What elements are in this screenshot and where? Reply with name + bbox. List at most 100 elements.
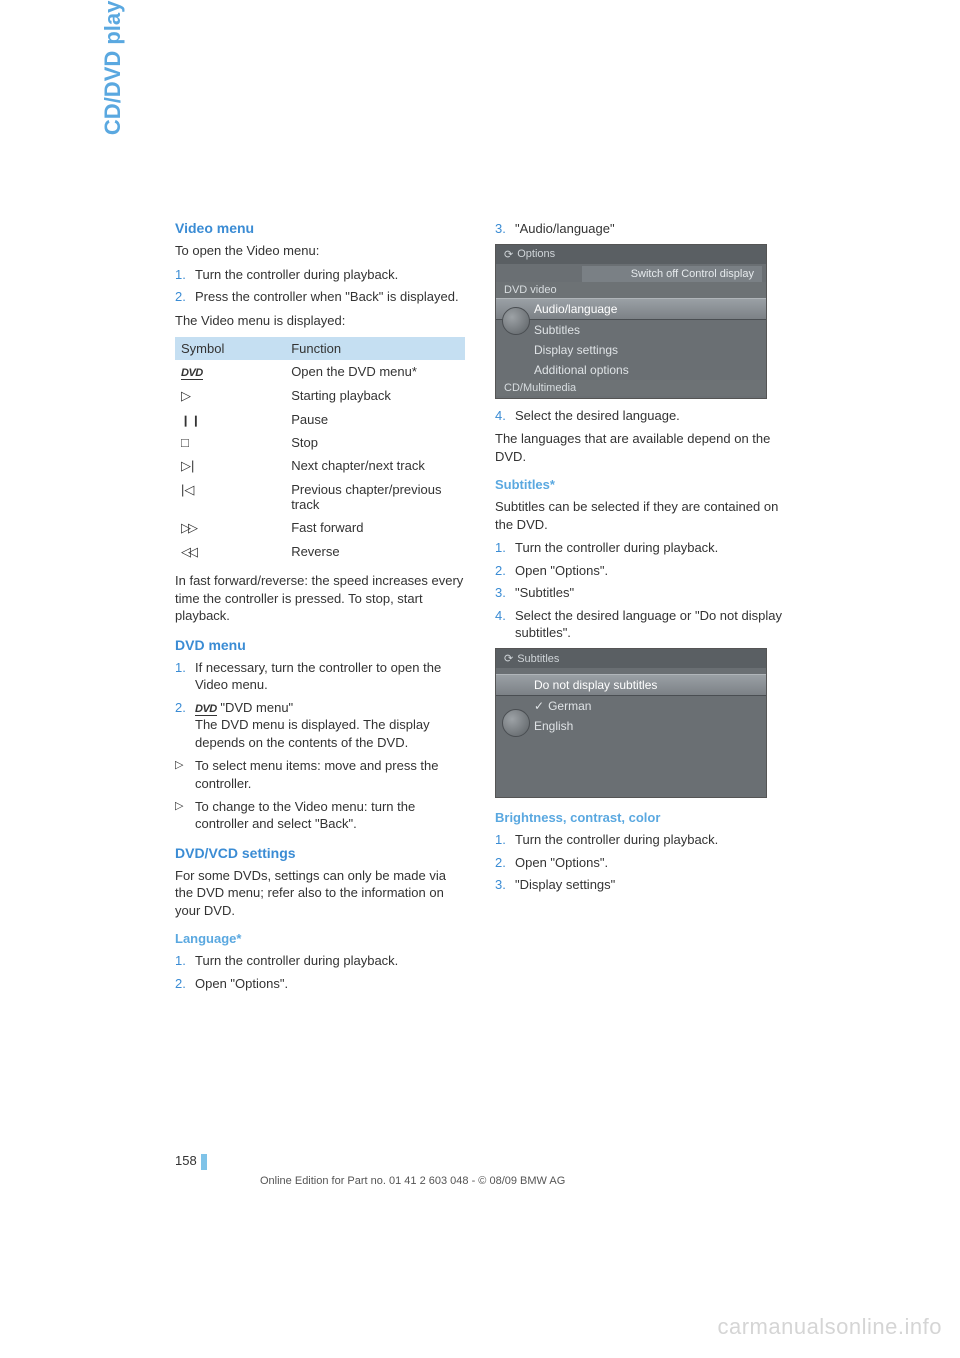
list-item: 2.DVD "DVD menu" The DVD menu is display… bbox=[175, 699, 465, 752]
list-item: 1.Turn the controller during playback. bbox=[495, 539, 785, 557]
screenshot-item: Audio/language bbox=[496, 298, 766, 320]
right-column: 3."Audio/language" ⟳ Options Switch off … bbox=[495, 220, 785, 998]
subtitles-intro: Subtitles can be selected if they are co… bbox=[495, 498, 785, 533]
step-text: Select the desired language. bbox=[515, 408, 680, 423]
language-steps-cont2: 4.Select the desired language. bbox=[495, 407, 785, 425]
video-menu-note: In fast forward/reverse: the speed incre… bbox=[175, 572, 465, 625]
table-cell: Fast forward bbox=[285, 516, 465, 540]
video-menu-after: The Video menu is displayed: bbox=[175, 312, 465, 330]
list-item: 4.Select the desired language or "Do not… bbox=[495, 607, 785, 642]
step-text: "Audio/language" bbox=[515, 221, 615, 236]
dvd-menu-heading: DVD menu bbox=[175, 637, 465, 653]
next-icon: ▷| bbox=[181, 458, 194, 473]
screenshot-section: DVD video bbox=[496, 282, 766, 298]
symbol-function-table: Symbol Function DVD Open the DVD menu* ▷ S… bbox=[175, 337, 465, 564]
brightness-heading: Brightness, contrast, color bbox=[495, 810, 785, 825]
table-cell: Starting playback bbox=[285, 384, 465, 408]
table-cell: Open the DVD menu* bbox=[285, 360, 465, 384]
dvd-icon: DVD bbox=[181, 369, 203, 380]
page-bar-icon bbox=[201, 1154, 207, 1170]
table-row: ▷| Next chapter/next track bbox=[175, 454, 465, 478]
footer-text: Online Edition for Part no. 01 41 2 603 … bbox=[260, 1175, 565, 1187]
screenshot-section: CD/Multimedia bbox=[496, 380, 766, 396]
rw-icon: ◁◁ bbox=[181, 544, 195, 559]
subtitles-steps: 1.Turn the controller during playback. 2… bbox=[495, 539, 785, 642]
video-menu-heading: Video menu bbox=[175, 220, 465, 236]
list-item: 3."Audio/language" bbox=[495, 220, 785, 238]
step-text: Turn the controller during playback. bbox=[515, 832, 718, 847]
step-text: Open "Options". bbox=[195, 976, 288, 991]
list-item: 1.If necessary, turn the controller to o… bbox=[175, 659, 465, 694]
ff-icon: ▷▷ bbox=[181, 520, 195, 535]
knob-icon bbox=[502, 307, 530, 335]
list-item: 3."Display settings" bbox=[495, 876, 785, 894]
table-cell: Reverse bbox=[285, 540, 465, 564]
table-row: ▷▷ Fast forward bbox=[175, 516, 465, 540]
step-text: "Display settings" bbox=[515, 877, 615, 892]
screenshot-item: Subtitles bbox=[496, 320, 766, 340]
page-content: Video menu To open the Video menu: 1.Tur… bbox=[175, 220, 785, 998]
table-row: ◁◁ Reverse bbox=[175, 540, 465, 564]
list-item: 1.Turn the controller during playback. bbox=[175, 266, 465, 284]
play-icon: ▷ bbox=[181, 388, 191, 403]
list-item: 2.Open "Options". bbox=[175, 975, 465, 993]
stop-icon: □ bbox=[181, 435, 189, 450]
brightness-steps: 1.Turn the controller during playback. 2… bbox=[495, 831, 785, 894]
table-cell: Stop bbox=[285, 431, 465, 454]
dvd-menu-bullets: To select menu items: move and press the… bbox=[175, 757, 465, 832]
prev-icon: |◁ bbox=[181, 482, 194, 497]
step-text: Turn the controller during playback. bbox=[515, 540, 718, 555]
language-steps-cont: 3."Audio/language" bbox=[495, 220, 785, 238]
step-text: "Subtitles" bbox=[515, 585, 574, 600]
table-header: Function bbox=[285, 337, 465, 360]
language-steps: 1.Turn the controller during playback. 2… bbox=[175, 952, 465, 992]
screenshot-header: ⟳ Options bbox=[496, 245, 766, 264]
dvd-settings-text: For some DVDs, settings can only be made… bbox=[175, 867, 465, 920]
step-text: Select the desired language or "Do not d… bbox=[515, 608, 782, 641]
watermark: carmanualsonline.info bbox=[717, 1314, 942, 1340]
table-row: ❙❙ Pause bbox=[175, 408, 465, 431]
table-row: |◁ Previous chapter/previous track bbox=[175, 478, 465, 516]
list-item: 3."Subtitles" bbox=[495, 584, 785, 602]
subtitles-heading: Subtitles* bbox=[495, 477, 785, 492]
table-header: Symbol bbox=[175, 337, 285, 360]
screenshot-item: English bbox=[496, 716, 766, 736]
refresh-icon: ⟳ bbox=[504, 248, 513, 261]
refresh-icon: ⟳ bbox=[504, 652, 513, 665]
language-heading: Language* bbox=[175, 931, 465, 946]
step-text: Turn the controller during playback. bbox=[195, 953, 398, 968]
table-cell: Pause bbox=[285, 408, 465, 431]
pause-icon: ❙❙ bbox=[181, 415, 201, 427]
screenshot-header: ⟳ Subtitles bbox=[496, 649, 766, 668]
screenshot-item: Do not display subtitles bbox=[496, 674, 766, 696]
list-item: 1.Turn the controller during playback. bbox=[175, 952, 465, 970]
side-tab: CD/DVD player and CD changer bbox=[100, 0, 126, 225]
step-text: Turn the controller during playback. bbox=[195, 267, 398, 282]
table-row: ▷ Starting playback bbox=[175, 384, 465, 408]
screenshot-title: Options bbox=[517, 248, 555, 260]
screenshot-title: Subtitles bbox=[517, 653, 559, 665]
table-cell: Next chapter/next track bbox=[285, 454, 465, 478]
list-item: 2.Press the controller when "Back" is di… bbox=[175, 288, 465, 306]
page-number-text: 158 bbox=[175, 1153, 197, 1168]
table-row: DVD Open the DVD menu* bbox=[175, 360, 465, 384]
step-text: "DVD menu" The DVD menu is displayed. Th… bbox=[195, 700, 430, 750]
language-note: The languages that are available depend … bbox=[495, 430, 785, 465]
table-cell: Previous chapter/previous track bbox=[285, 478, 465, 516]
screenshot-item: German bbox=[496, 696, 766, 716]
list-item: To select menu items: move and press the… bbox=[175, 757, 465, 792]
step-text: Open "Options". bbox=[515, 563, 608, 578]
table-row: □ Stop bbox=[175, 431, 465, 454]
step-text: Press the controller when "Back" is disp… bbox=[195, 289, 459, 304]
subtitles-screenshot: ⟳ Subtitles Do not display subtitles Ger… bbox=[495, 648, 767, 798]
step-text: Open "Options". bbox=[515, 855, 608, 870]
options-screenshot: ⟳ Options Switch off Control display DVD… bbox=[495, 244, 767, 399]
knob-icon bbox=[502, 709, 530, 737]
video-menu-intro: To open the Video menu: bbox=[175, 242, 465, 260]
list-item: 2.Open "Options". bbox=[495, 562, 785, 580]
page-number: 158 bbox=[175, 1153, 207, 1170]
left-column: Video menu To open the Video menu: 1.Tur… bbox=[175, 220, 465, 998]
dvd-settings-heading: DVD/VCD settings bbox=[175, 845, 465, 861]
list-item: 2.Open "Options". bbox=[495, 854, 785, 872]
step-text: If necessary, turn the controller to ope… bbox=[195, 660, 441, 693]
